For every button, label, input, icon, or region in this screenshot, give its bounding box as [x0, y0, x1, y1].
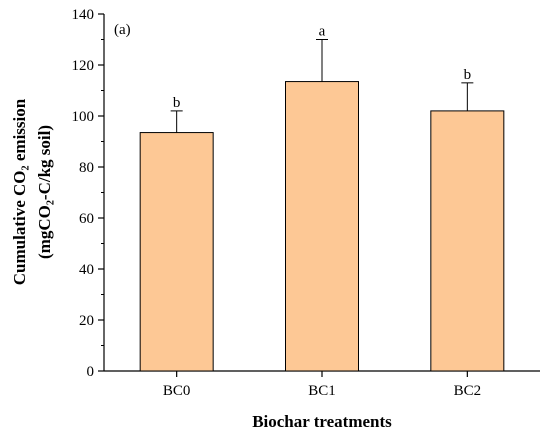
bar-bc1 — [285, 81, 359, 372]
bar-bc2 — [430, 110, 505, 372]
panel-label: (a) — [114, 22, 131, 38]
y-tick-label: 60 — [79, 211, 94, 227]
x-tick-label: BC2 — [454, 383, 482, 399]
x-ticks: BC0 BC1 BC2 — [163, 371, 481, 399]
y-tick-label: 100 — [72, 109, 95, 125]
significance-labels: b a b — [173, 24, 471, 111]
y-axis-title: Cumulative CO₂ emission (mgCO₂-C/kg soil… — [10, 98, 54, 285]
x-tick-label: BC1 — [308, 383, 336, 399]
y-axis-title-line2: (mgCO₂-C/kg soil) — [35, 125, 54, 259]
error-bars — [170, 39, 474, 133]
y-axis-title-line1: Cumulative CO₂ emission — [10, 98, 29, 285]
x-axis-title: Biochar treatments — [252, 412, 392, 431]
y-ticks: 0 20 40 60 80 100 120 140 — [72, 7, 104, 380]
bar-bc0 — [139, 132, 214, 372]
y-tick-label: 80 — [79, 160, 94, 176]
x-tick-label: BC0 — [163, 383, 191, 399]
y-tick-label: 140 — [72, 7, 95, 23]
y-tick-label: 120 — [72, 58, 95, 74]
y-tick-label: 40 — [79, 262, 94, 278]
y-tick-label: 20 — [79, 313, 94, 329]
significance-letter: a — [319, 24, 326, 40]
bars — [139, 81, 505, 372]
significance-letter: b — [464, 67, 472, 83]
significance-letter: b — [173, 95, 181, 111]
y-tick-label: 0 — [87, 364, 95, 380]
